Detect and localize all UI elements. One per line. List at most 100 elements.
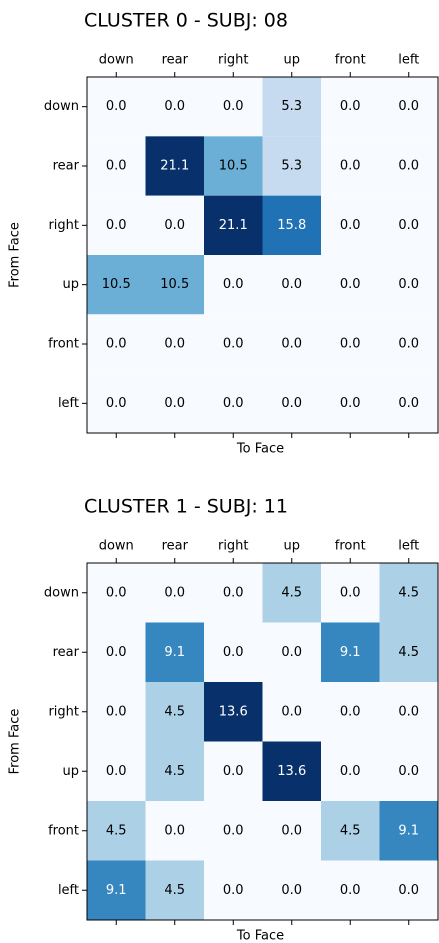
cell-label: 5.3 <box>281 99 302 114</box>
x-tick-label: up <box>284 53 301 68</box>
heat-cell <box>262 622 321 682</box>
cell-label: 0.0 <box>281 883 302 898</box>
heat-cell <box>321 136 380 196</box>
heat-cell <box>145 741 204 801</box>
cell-label: 0.0 <box>340 704 361 719</box>
heat-cell <box>262 136 321 196</box>
cell-label: 0.0 <box>281 704 302 719</box>
y-axis-label: From Face <box>8 222 23 288</box>
heat-cell <box>145 622 204 682</box>
heat-cell <box>379 801 438 861</box>
cell-label: 5.3 <box>281 159 302 174</box>
heat-cell <box>204 77 263 137</box>
cell-label: 0.0 <box>398 99 419 114</box>
heat-cell <box>145 563 204 623</box>
cell-label: 13.6 <box>277 764 306 779</box>
cell-label: 9.1 <box>164 645 185 660</box>
heat-cell <box>379 622 438 682</box>
cell-label: 0.0 <box>164 823 185 838</box>
heat-cell <box>204 255 263 315</box>
cell-label: 0.0 <box>340 764 361 779</box>
heat-cell <box>262 314 321 374</box>
x-tick-label: rear <box>162 539 189 554</box>
heat-cell <box>379 563 438 623</box>
cell-label: 4.5 <box>398 645 419 660</box>
cell-label: 0.0 <box>340 585 361 600</box>
heat-cell <box>87 741 146 801</box>
cell-label: 0.0 <box>281 337 302 352</box>
heat-cell <box>379 255 438 315</box>
heat-cell <box>379 195 438 255</box>
heat-cell <box>262 741 321 801</box>
heat-cell <box>379 741 438 801</box>
cell-label: 0.0 <box>223 645 244 660</box>
cell-label: 0.0 <box>398 764 419 779</box>
plot-frame <box>86 76 439 434</box>
y-tick-label: left <box>58 883 79 898</box>
heat-cell <box>145 77 204 137</box>
cell-label: 0.0 <box>164 337 185 352</box>
heat-cell <box>204 622 263 682</box>
heat-cell <box>204 801 263 861</box>
cell-label: 0.0 <box>398 337 419 352</box>
heat-cell <box>321 741 380 801</box>
heat-cell <box>321 255 380 315</box>
heat-cell <box>87 801 146 861</box>
heat-cell <box>87 622 146 682</box>
cell-label: 0.0 <box>106 218 127 233</box>
heat-cell <box>145 195 204 255</box>
cell-label: 0.0 <box>223 277 244 292</box>
heat-cell <box>145 682 204 742</box>
chart-title: CLUSTER 1 - SUBJ: 11 <box>84 496 288 518</box>
y-tick-label: up <box>63 764 80 779</box>
heat-cell <box>204 860 263 920</box>
heat-cell <box>379 136 438 196</box>
cell-label: 0.0 <box>223 396 244 411</box>
cell-label: 9.1 <box>106 883 127 898</box>
cell-label: 10.5 <box>102 277 131 292</box>
heat-cell <box>145 136 204 196</box>
cell-label: 10.5 <box>219 159 248 174</box>
cell-label: 0.0 <box>281 823 302 838</box>
cell-label: 0.0 <box>340 218 361 233</box>
heat-cell <box>262 77 321 137</box>
x-axis-label: To Face <box>236 929 284 943</box>
cell-label: 0.0 <box>281 396 302 411</box>
cell-label: 13.6 <box>219 704 248 719</box>
chart-title: CLUSTER 0 - SUBJ: 08 <box>84 10 288 32</box>
x-tick-label: front <box>335 53 366 68</box>
cell-label: 0.0 <box>223 585 244 600</box>
heat-cell <box>87 314 146 374</box>
y-tick-label: right <box>48 704 79 719</box>
x-tick-label: front <box>335 539 366 554</box>
heat-cell <box>379 682 438 742</box>
x-tick-label: left <box>398 539 419 554</box>
heat-cell <box>87 136 146 196</box>
cell-label: 4.5 <box>106 823 127 838</box>
heat-cell <box>204 373 263 433</box>
cell-label: 0.0 <box>340 99 361 114</box>
y-tick-label: front <box>48 337 79 352</box>
x-tick-label: right <box>218 53 249 68</box>
cell-label: 4.5 <box>340 823 361 838</box>
heat-cell <box>321 373 380 433</box>
heat-cell <box>87 255 146 315</box>
cell-label: 0.0 <box>281 645 302 660</box>
cell-label: 9.1 <box>340 645 361 660</box>
cell-label: 0.0 <box>106 585 127 600</box>
cell-label: 0.0 <box>398 277 419 292</box>
cell-label: 4.5 <box>164 883 185 898</box>
heat-cell <box>204 136 263 196</box>
cell-label: 0.0 <box>223 823 244 838</box>
cell-label: 0.0 <box>340 159 361 174</box>
x-tick-label: right <box>218 539 249 554</box>
cell-label: 0.0 <box>398 159 419 174</box>
cell-label: 0.0 <box>398 883 419 898</box>
cell-label: 0.0 <box>340 396 361 411</box>
cell-label: 21.1 <box>160 159 189 174</box>
heat-cell <box>262 195 321 255</box>
y-tick-label: rear <box>53 645 80 660</box>
heat-cell <box>145 801 204 861</box>
cell-label: 0.0 <box>223 337 244 352</box>
cell-label: 0.0 <box>398 218 419 233</box>
